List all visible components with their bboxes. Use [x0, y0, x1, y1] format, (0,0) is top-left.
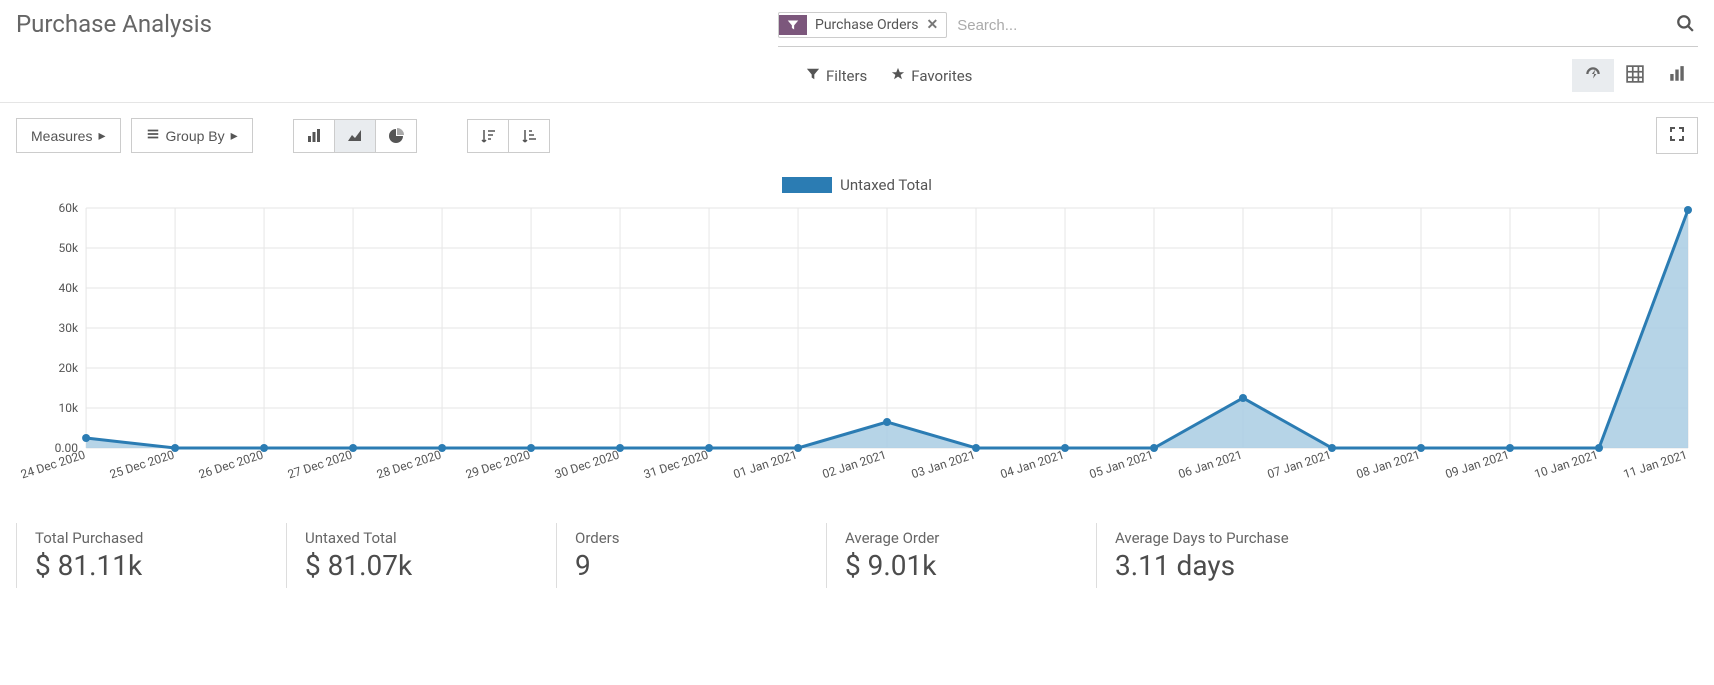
search-bar: Purchase Orders ✕: [778, 10, 1698, 47]
measures-button[interactable]: Measures ▸: [16, 118, 121, 153]
filters-dropdown[interactable]: Filters: [806, 67, 867, 85]
favorites-dropdown[interactable]: Favorites: [891, 67, 972, 85]
svg-text:50k: 50k: [58, 241, 79, 255]
svg-text:09 Jan 2021: 09 Jan 2021: [1444, 448, 1511, 482]
svg-text:20k: 20k: [58, 361, 79, 375]
caret-right-icon: ▸: [98, 127, 105, 144]
stat-value: $ 9.01k: [845, 549, 1078, 582]
svg-text:29 Dec 2020: 29 Dec 2020: [464, 447, 532, 481]
svg-text:10k: 10k: [58, 401, 79, 415]
stat-label: Total Purchased: [35, 529, 268, 547]
chart-type-switcher: [293, 119, 417, 153]
star-icon: [891, 67, 905, 85]
view-switcher: [1572, 59, 1698, 92]
svg-text:24 Dec 2020: 24 Dec 2020: [19, 447, 87, 481]
group-by-label: Group By: [166, 128, 225, 144]
group-by-button[interactable]: Group By ▸: [131, 118, 253, 153]
stat-value: $ 81.07k: [305, 549, 538, 582]
sort-switcher: [467, 119, 550, 153]
svg-text:27 Dec 2020: 27 Dec 2020: [286, 447, 354, 481]
svg-text:31 Dec 2020: 31 Dec 2020: [642, 447, 710, 481]
svg-text:30 Dec 2020: 30 Dec 2020: [553, 447, 621, 481]
search-filter-tag-label: Purchase Orders: [807, 13, 924, 37]
dashboard-view-button[interactable]: [1572, 59, 1614, 92]
search-input[interactable]: [953, 13, 1672, 38]
line-chart-button[interactable]: [334, 119, 375, 153]
svg-text:10 Jan 2021: 10 Jan 2021: [1533, 448, 1600, 482]
svg-text:03 Jan 2021: 03 Jan 2021: [910, 448, 977, 482]
stat-label: Average Order: [845, 529, 1078, 547]
svg-text:01 Jan 2021: 01 Jan 2021: [732, 448, 799, 482]
svg-text:08 Jan 2021: 08 Jan 2021: [1355, 448, 1422, 482]
svg-text:26 Dec 2020: 26 Dec 2020: [197, 447, 265, 481]
measures-label: Measures: [31, 128, 92, 144]
legend-swatch: [782, 177, 832, 193]
graph-view-button[interactable]: [1656, 59, 1698, 92]
stat-label: Orders: [575, 529, 808, 547]
svg-text:25 Dec 2020: 25 Dec 2020: [108, 447, 176, 481]
chart-legend: Untaxed Total: [16, 168, 1698, 203]
page-title: Purchase Analysis: [16, 10, 212, 38]
svg-text:06 Jan 2021: 06 Jan 2021: [1177, 448, 1244, 482]
svg-text:07 Jan 2021: 07 Jan 2021: [1266, 448, 1333, 482]
stat-label: Untaxed Total: [305, 529, 538, 547]
stat-card: Orders 9: [556, 523, 826, 588]
svg-text:05 Jan 2021: 05 Jan 2021: [1088, 448, 1155, 482]
search-filter-tag[interactable]: Purchase Orders ✕: [778, 12, 947, 38]
funnel-icon: [806, 67, 820, 85]
stat-label: Average Days to Purchase: [1115, 529, 1348, 547]
stat-value: 3.11 days: [1115, 549, 1348, 582]
stat-card: Total Purchased $ 81.11k: [16, 523, 286, 588]
list-icon: [146, 127, 160, 144]
svg-text:60k: 60k: [58, 203, 79, 215]
close-icon[interactable]: ✕: [924, 13, 946, 37]
stats-row: Total Purchased $ 81.11k Untaxed Total $ 81…: [0, 513, 1714, 604]
favorites-label: Favorites: [911, 67, 972, 85]
stat-card: Average Order $ 9.01k: [826, 523, 1096, 588]
legend-label: Untaxed Total: [840, 176, 932, 194]
svg-text:02 Jan 2021: 02 Jan 2021: [821, 448, 888, 482]
search-icon[interactable]: [1672, 10, 1698, 40]
filters-label: Filters: [826, 67, 867, 85]
pie-chart-button[interactable]: [375, 119, 417, 153]
svg-text:04 Jan 2021: 04 Jan 2021: [999, 448, 1066, 482]
sort-asc-button[interactable]: [508, 119, 550, 153]
stat-value: $ 81.11k: [35, 549, 268, 582]
stat-card: Average Days to Purchase 3.11 days: [1096, 523, 1366, 588]
pivot-view-button[interactable]: [1614, 59, 1656, 92]
svg-text:40k: 40k: [58, 281, 79, 295]
svg-text:28 Dec 2020: 28 Dec 2020: [375, 447, 443, 481]
sort-desc-button[interactable]: [467, 119, 508, 153]
bar-chart-button[interactable]: [293, 119, 334, 153]
svg-text:11 Jan 2021: 11 Jan 2021: [1622, 448, 1689, 482]
expand-button[interactable]: [1656, 117, 1698, 154]
svg-text:30k: 30k: [58, 321, 79, 335]
area-chart: 0.0010k20k30k40k50k60k24 Dec 202025 Dec …: [16, 203, 1698, 503]
stat-card: Untaxed Total $ 81.07k: [286, 523, 556, 588]
caret-right-icon: ▸: [231, 127, 238, 144]
stat-value: 9: [575, 549, 808, 582]
funnel-icon: [779, 15, 807, 35]
